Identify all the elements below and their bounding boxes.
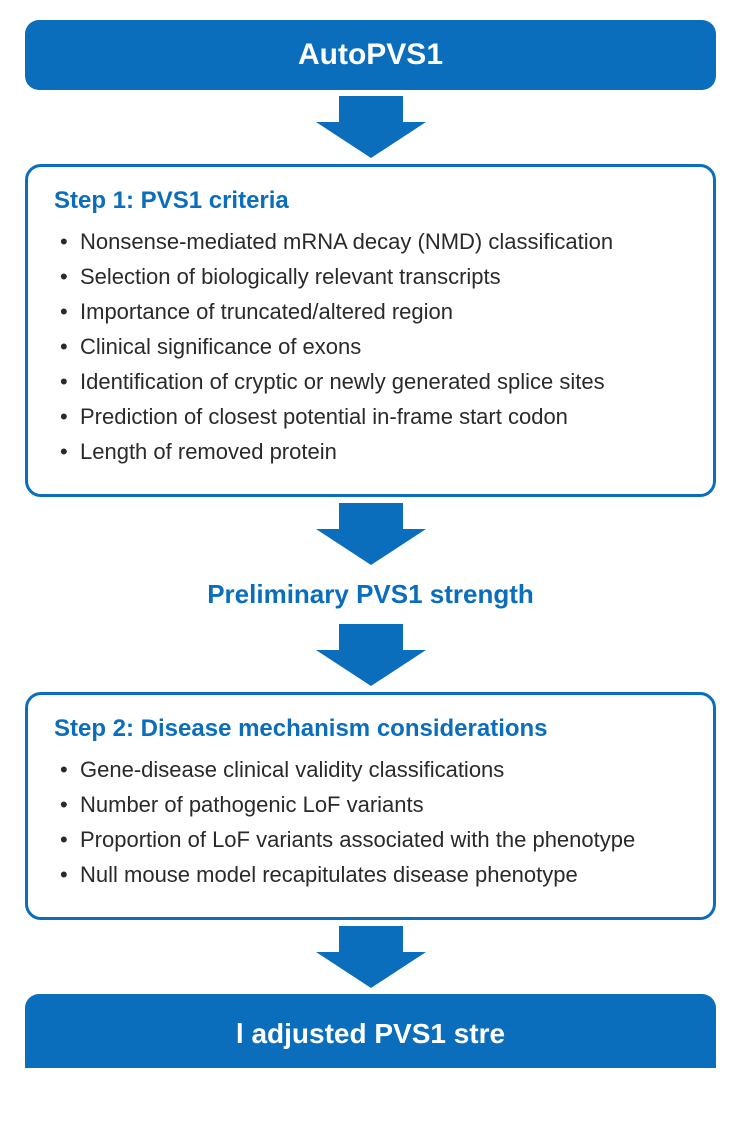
list-item: Selection of biologically relevant trans… bbox=[54, 260, 687, 293]
arrow-down-icon bbox=[316, 503, 426, 565]
list-item: Identification of cryptic or newly gener… bbox=[54, 365, 687, 398]
list-item: Proportion of LoF variants associated wi… bbox=[54, 823, 687, 856]
step1-list: Nonsense-mediated mRNA decay (NMD) class… bbox=[54, 225, 687, 468]
list-item: Nonsense-mediated mRNA decay (NMD) class… bbox=[54, 225, 687, 258]
flowchart: AutoPVS1 Step 1: PVS1 criteria Nonsense-… bbox=[25, 20, 716, 1068]
list-item: Importance of truncated/altered region bbox=[54, 295, 687, 328]
title-box: AutoPVS1 bbox=[25, 20, 716, 90]
title-text: AutoPVS1 bbox=[298, 38, 443, 71]
step2-box: Step 2: Disease mechanism considerations… bbox=[25, 692, 716, 920]
list-item: Clinical significance of exons bbox=[54, 330, 687, 363]
list-item: Null mouse model recapitulates disease p… bbox=[54, 858, 687, 891]
step1-heading: Step 1: PVS1 criteria bbox=[54, 187, 687, 215]
arrow-down-icon bbox=[316, 624, 426, 686]
final-box: l adjusted PVS1 stre bbox=[25, 994, 716, 1068]
step2-list: Gene-disease clinical validity classific… bbox=[54, 753, 687, 891]
list-item: Number of pathogenic LoF variants bbox=[54, 788, 687, 821]
final-text: l adjusted PVS1 stre bbox=[236, 1018, 505, 1050]
list-item: Length of removed protein bbox=[54, 435, 687, 468]
list-item: Gene-disease clinical validity classific… bbox=[54, 753, 687, 786]
step1-box: Step 1: PVS1 criteria Nonsense-mediated … bbox=[25, 164, 716, 497]
list-item: Prediction of closest potential in-frame… bbox=[54, 400, 687, 433]
intermediate-label: Preliminary PVS1 strength bbox=[207, 579, 534, 610]
arrow-down-icon bbox=[316, 926, 426, 988]
arrow-down-icon bbox=[316, 96, 426, 158]
step2-heading: Step 2: Disease mechanism considerations bbox=[54, 715, 687, 743]
